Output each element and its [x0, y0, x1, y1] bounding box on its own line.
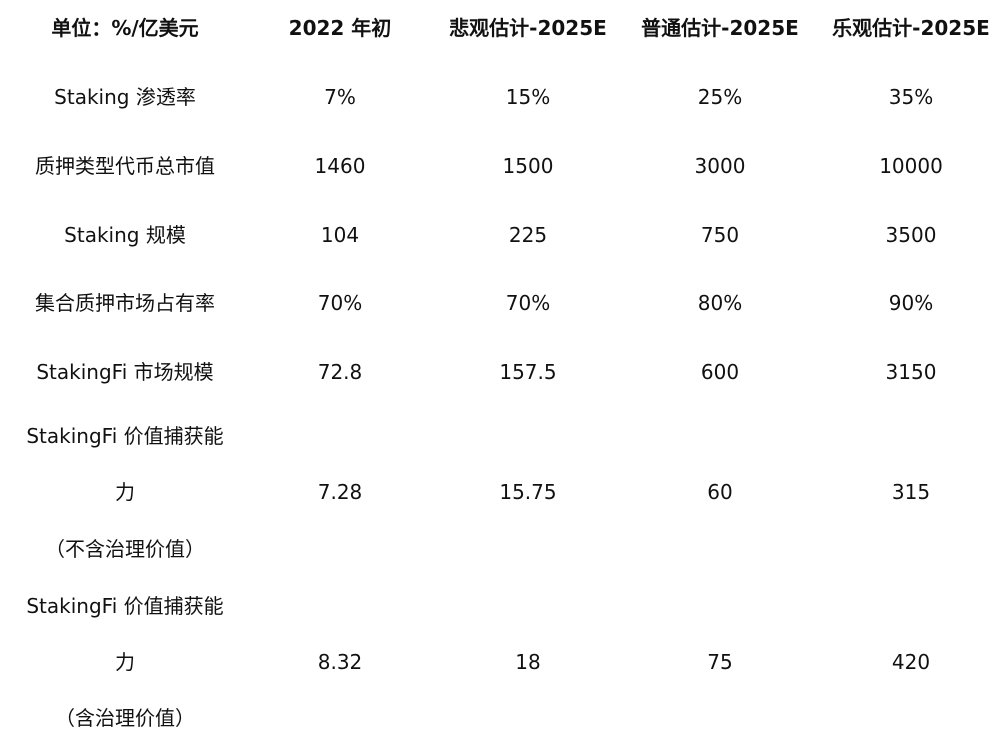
value-optimistic: 35% [888, 85, 934, 109]
value-2022: 7.28 [317, 480, 363, 504]
row-label: StakingFi 价值捕获能 力 （含治理价值） [0, 592, 250, 732]
header-pessimistic: 悲观估计-2025E [449, 16, 607, 40]
header-2022: 2022 年初 [288, 16, 392, 40]
row-label-line: 力 [115, 650, 135, 674]
header-optimistic: 乐观估计-2025E [832, 16, 990, 40]
value-normal: 600 [700, 360, 740, 384]
row-label: StakingFi 价值捕获能 力 （不含治理价值） [0, 422, 250, 562]
value-optimistic: 420 [891, 650, 931, 674]
row-label-line: StakingFi 价值捕获能 [26, 424, 224, 448]
value-pessimistic: 70% [505, 291, 551, 315]
value-normal: 750 [700, 223, 740, 247]
value-2022: 1460 [314, 154, 366, 178]
value-pessimistic: 225 [508, 223, 548, 247]
row-label: 集合质押市场占有率 [35, 291, 215, 315]
value-optimistic: 3150 [885, 360, 937, 384]
row-label-line: （含治理价值） [55, 706, 195, 730]
value-normal: 3000 [694, 154, 746, 178]
row-label: StakingFi 市场规模 [36, 360, 214, 384]
value-optimistic: 10000 [879, 154, 943, 178]
value-2022: 70% [317, 291, 363, 315]
header-unit: 单位：%/亿美元 [51, 16, 199, 40]
value-pessimistic: 18 [515, 650, 541, 674]
value-optimistic: 315 [891, 480, 931, 504]
value-pessimistic: 157.5 [499, 360, 557, 384]
value-normal: 75 [707, 650, 733, 674]
row-label-line: （不含治理价值） [45, 537, 205, 561]
header-normal: 普通估计-2025E [641, 16, 799, 40]
row-label-line: StakingFi 价值捕获能 [26, 594, 224, 618]
value-pessimistic: 1500 [502, 154, 554, 178]
value-normal: 80% [697, 291, 743, 315]
value-pessimistic: 15.75 [499, 480, 557, 504]
value-2022: 104 [320, 223, 360, 247]
value-normal: 25% [697, 85, 743, 109]
row-label: 质押类型代币总市值 [35, 154, 215, 178]
row-label: Staking 渗透率 [54, 85, 196, 109]
value-pessimistic: 15% [505, 85, 551, 109]
value-optimistic: 3500 [885, 223, 937, 247]
value-optimistic: 90% [888, 291, 934, 315]
value-2022: 8.32 [317, 650, 363, 674]
value-2022: 72.8 [317, 360, 363, 384]
row-label: Staking 规模 [64, 223, 186, 247]
row-label-line: 力 [115, 480, 135, 504]
value-2022: 7% [324, 85, 356, 109]
value-normal: 60 [707, 480, 733, 504]
